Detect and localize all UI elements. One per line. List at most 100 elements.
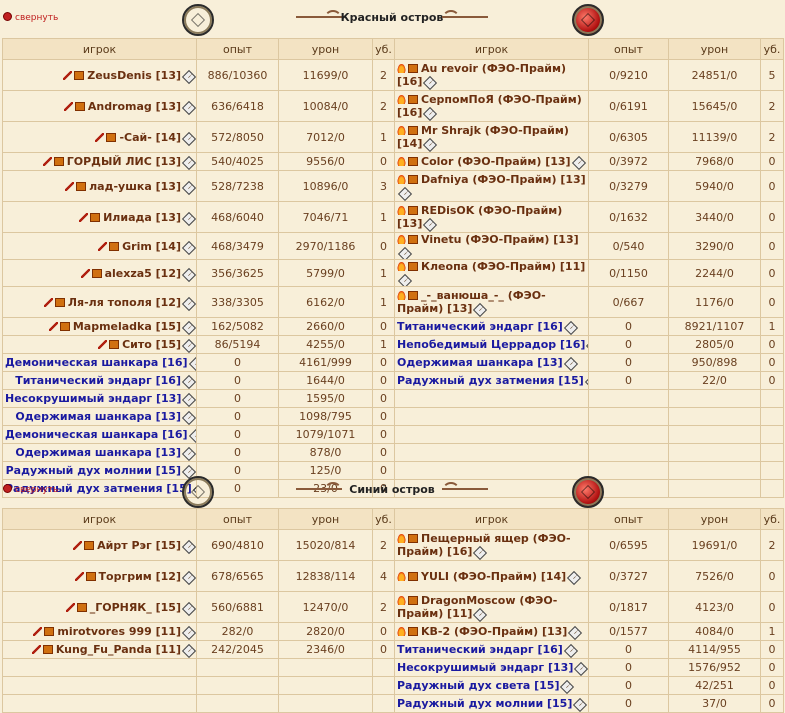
info-icon[interactable]: i: [181, 539, 196, 554]
info-icon[interactable]: i: [573, 697, 588, 712]
rank-icon: [42, 645, 53, 654]
player-cell: Титанический эндарг [16] i: [394, 640, 589, 659]
stat-kills: 2: [372, 59, 395, 91]
collapse-blue-link[interactable]: свернуть: [3, 484, 58, 495]
info-icon[interactable]: i: [560, 679, 575, 694]
player-name-link[interactable]: Kung_Fu_Panda [11]: [55, 643, 181, 656]
info-icon[interactable]: i: [181, 211, 196, 226]
player-cell: Ля-ля тополя [12] i: [2, 286, 197, 318]
info-icon[interactable]: i: [397, 273, 413, 286]
player-name-link[interactable]: Ля-ля тополя [12]: [67, 295, 181, 309]
info-icon[interactable]: i: [181, 446, 196, 461]
player-name-link[interactable]: _-_ванюша_-_ (ФЭО-Прайм) [13]: [397, 289, 546, 315]
info-icon[interactable]: i: [397, 186, 413, 201]
player-name-link[interactable]: лад-ушка [13]: [89, 179, 181, 193]
info-icon[interactable]: i: [181, 180, 196, 195]
player-name-link[interactable]: REDisOK (ФЭО-Прайм) [13]: [397, 204, 563, 230]
player-name-link[interactable]: Color (ФЭО-Прайм) [13]: [421, 155, 571, 168]
player-name-link[interactable]: YULI (ФЭО-Прайм) [14]: [421, 569, 567, 583]
info-icon[interactable]: i: [181, 625, 196, 640]
player-name-link[interactable]: Пещерный ящер (ФЭО-Прайм) [16]: [397, 532, 571, 558]
stat-damage: 37/0: [668, 694, 761, 713]
player-name-link[interactable]: ГОРДЫЙ ЛИС [13]: [66, 155, 181, 168]
info-icon[interactable]: i: [188, 428, 196, 443]
info-icon[interactable]: i: [181, 240, 196, 255]
player-name-link[interactable]: alexza5 [12]: [104, 266, 181, 280]
info-icon[interactable]: i: [423, 106, 438, 121]
player-name-link[interactable]: СерпомПоЯ (ФЭО-Прайм) [16]: [397, 93, 582, 119]
info-icon[interactable]: i: [563, 643, 578, 658]
stat-damage: 7526/0: [668, 560, 761, 592]
info-icon[interactable]: i: [563, 356, 578, 371]
player-name-link[interactable]: Илиада [13]: [103, 210, 181, 224]
info-icon[interactable]: i: [181, 131, 196, 146]
player-name-link[interactable]: Vinetu (ФЭО-Прайм) [13]: [421, 233, 579, 247]
stat-kills: 0: [760, 335, 784, 354]
info-icon[interactable]: i: [571, 155, 586, 170]
info-icon[interactable]: i: [181, 570, 196, 585]
stat-kills: 0: [372, 317, 395, 336]
stat-kills: [372, 658, 395, 677]
player-name-link[interactable]: ZeusDenis [13]: [87, 68, 181, 82]
stat-kills: 1: [760, 317, 784, 336]
player-name-link[interactable]: Mapmeladka [15]: [72, 320, 181, 333]
info-icon[interactable]: i: [423, 137, 438, 152]
player-wrap: REDisOK (ФЭО-Прайм) [13] i: [397, 204, 563, 232]
player-cell: Сито [15] i: [2, 335, 197, 354]
info-icon[interactable]: i: [563, 320, 578, 335]
player-name-link[interactable]: _ГОРНЯК_ [15]: [89, 600, 181, 614]
info-icon[interactable]: i: [181, 296, 196, 311]
info-icon[interactable]: i: [574, 661, 588, 676]
red-team-orb-icon: [572, 4, 604, 36]
info-icon[interactable]: i: [473, 545, 488, 560]
player-name-link[interactable]: Сито [15]: [122, 338, 181, 351]
stat-damage: 1098/795: [278, 407, 373, 426]
info-icon[interactable]: i: [181, 601, 196, 616]
info-icon[interactable]: i: [423, 217, 438, 232]
player-cell: -Сай- [14] i: [2, 121, 197, 153]
player-name-link[interactable]: Айрт Рэг [15]: [97, 538, 181, 552]
stat-damage: 15020/814: [278, 529, 373, 561]
info-icon[interactable]: i: [181, 374, 196, 389]
player-name-link[interactable]: Andromag [13]: [87, 99, 181, 113]
player-name-link[interactable]: mirotvores 999 [11]: [57, 625, 181, 638]
info-icon[interactable]: i: [181, 643, 196, 658]
collapse-red-link[interactable]: свернуть: [3, 12, 58, 23]
info-icon[interactable]: i: [568, 625, 583, 640]
info-icon[interactable]: i: [584, 374, 588, 389]
info-icon[interactable]: i: [473, 302, 488, 317]
player-name-link[interactable]: Клеопа (ФЭО-Прайм) [11]: [421, 260, 586, 274]
player-wrap: Торгрим [12] i: [74, 569, 196, 585]
info-icon[interactable]: i: [181, 155, 196, 170]
info-icon[interactable]: i: [181, 100, 196, 115]
info-icon[interactable]: i: [181, 410, 196, 425]
stat-exp: 468/3479: [196, 232, 279, 260]
info-icon[interactable]: i: [181, 320, 196, 335]
info-icon[interactable]: i: [423, 75, 438, 90]
flame-icon: [397, 290, 406, 300]
info-icon[interactable]: i: [182, 392, 196, 407]
info-icon[interactable]: i: [181, 338, 196, 353]
player-name-link[interactable]: Mr Shrajk (ФЭО-Прайм) [14]: [397, 124, 569, 150]
player-name-link[interactable]: -Сай- [14]: [119, 130, 181, 144]
empty-cell: [2, 694, 197, 713]
blue-island-title: Синий остров: [349, 483, 435, 496]
info-icon[interactable]: i: [181, 267, 196, 282]
player-name-link[interactable]: Au revoir (ФЭО-Прайм) [16]: [397, 62, 566, 88]
info-icon[interactable]: i: [188, 356, 196, 371]
stat-exp: 356/3625: [196, 259, 279, 287]
info-icon[interactable]: i: [181, 69, 196, 84]
monster-name: Непобедимый Церрадор [16]: [397, 338, 586, 351]
player-name-link[interactable]: KB-2 (ФЭО-Прайм) [13]: [421, 625, 568, 638]
info-icon[interactable]: i: [567, 570, 582, 585]
player-name-link[interactable]: Dafniya (ФЭО-Прайм) [13]: [421, 173, 586, 186]
player-name-link[interactable]: DragonMoscow (ФЭО-Прайм) [11]: [397, 594, 558, 620]
player-name-link[interactable]: Торгрим [12]: [98, 569, 181, 583]
stat-kills: 0: [760, 232, 784, 260]
info-icon[interactable]: i: [397, 246, 413, 259]
stat-kills: 4: [372, 560, 395, 592]
player-name-link[interactable]: Grim [14]: [122, 239, 181, 253]
monster-name: Радужный дух затмения [15]: [5, 482, 192, 495]
col-player: игрок: [2, 508, 197, 530]
info-icon[interactable]: i: [473, 607, 488, 622]
